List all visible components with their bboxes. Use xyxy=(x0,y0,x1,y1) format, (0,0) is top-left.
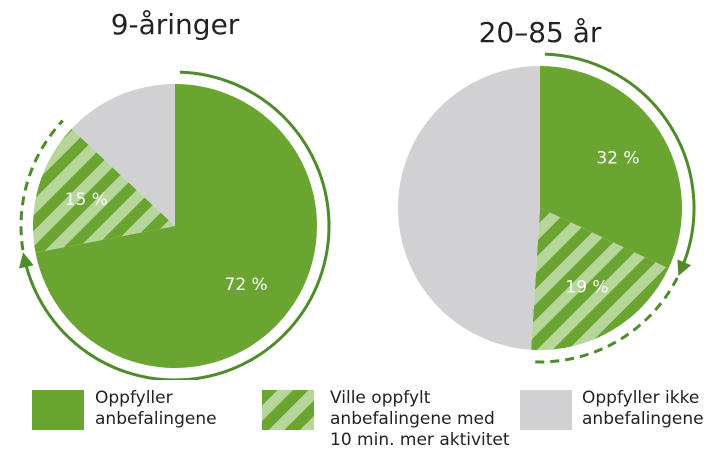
pie-slice xyxy=(531,208,669,350)
legend-swatch xyxy=(32,390,84,430)
pie-slice xyxy=(71,84,175,226)
legend-label: Ville oppfylt anbefalingene med 10 min. … xyxy=(330,388,510,450)
pie-slice xyxy=(33,128,175,253)
data-label: 15 % xyxy=(65,190,108,210)
arrow-arc xyxy=(19,119,64,251)
arrow-arc xyxy=(530,277,679,364)
chart: 9-åringer 20–85 år 72 % 15 % 32 % 19 % xyxy=(19,8,696,380)
chart-title: 20–85 år xyxy=(479,16,602,49)
pie-slice xyxy=(35,84,318,368)
data-label: 72 % xyxy=(225,275,268,295)
data-label: 32 % xyxy=(596,149,639,169)
legend-label: Oppfyller ikke anbefalingene xyxy=(582,388,704,429)
legend-swatch xyxy=(262,390,314,430)
chart-title: 9-åringer xyxy=(111,8,240,41)
arrow-arc xyxy=(19,70,331,380)
legend-swatch xyxy=(520,390,572,430)
arrow-arc xyxy=(544,52,696,277)
data-label: 19 % xyxy=(565,277,608,297)
pie-slice xyxy=(540,66,682,269)
pie-slice xyxy=(398,65,540,350)
legend-label: Oppfyller anbefalingene xyxy=(95,388,217,429)
